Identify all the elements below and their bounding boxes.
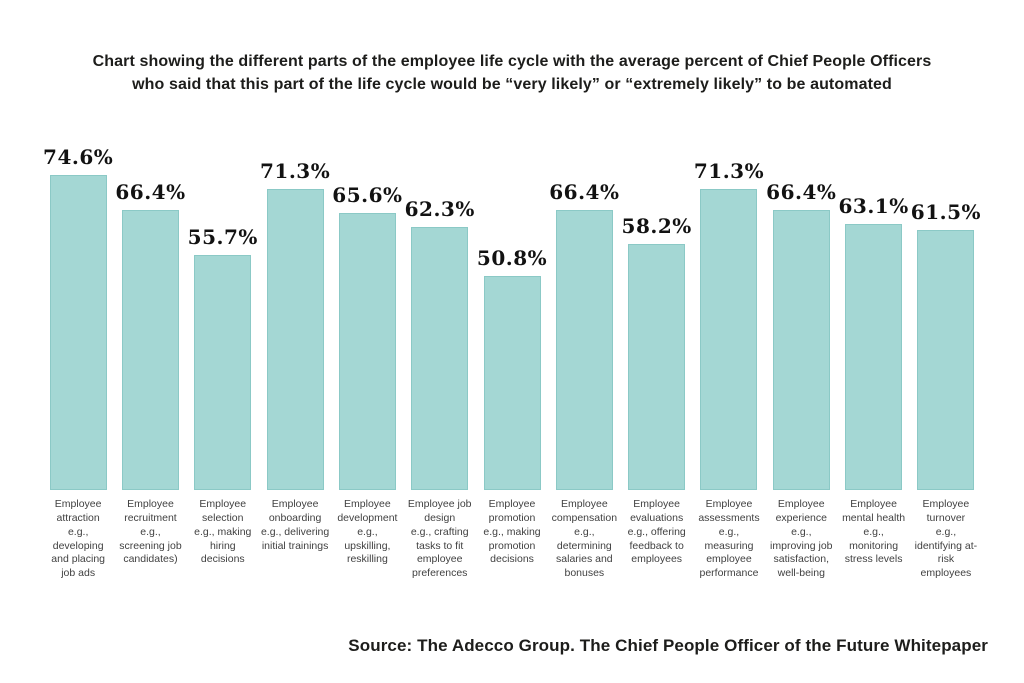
category-name: Employee assessments	[698, 498, 760, 524]
category-label: Employee recruitment e.g., screening job …	[114, 498, 186, 581]
category-example: e.g., determining salaries and bonuses	[556, 525, 613, 580]
bar	[483, 275, 541, 490]
bar-column: 74.6%	[42, 145, 114, 490]
category-label: Employee promotion e.g., making promotion…	[476, 498, 548, 581]
bar-value-label: 66.4%	[766, 179, 837, 204]
bar-value-label: 74.6%	[43, 145, 114, 170]
category-name: Employee evaluations	[630, 498, 684, 524]
bars-row: 74.6% 66.4% 55.7% 71.3% 65.6% 62.3% 50.8% 66.4%…	[42, 0, 982, 490]
category-name: Employee compensation	[551, 498, 618, 524]
category-example: e.g., making promotion decisions	[483, 525, 541, 566]
category-example: e.g., offering feedback to employees	[627, 525, 686, 566]
category-label: Employee assessments e.g., measuring empl…	[693, 498, 765, 581]
bar	[845, 223, 903, 490]
bar-value-label: 71.3%	[693, 159, 765, 184]
bar-value-label: 66.4%	[115, 179, 186, 204]
category-label: Employee development e.g., upskilling, re…	[331, 498, 403, 581]
category-example: e.g., identifying at-risk employees	[914, 525, 978, 580]
category-label: Employee selection e.g., making hiring de…	[187, 498, 259, 581]
bar-column: 71.3%	[693, 159, 765, 490]
category-name: Employee development	[337, 498, 398, 524]
bar-column: 62.3%	[404, 197, 476, 490]
category-example: e.g., improving job satisfaction, well-b…	[770, 525, 833, 580]
category-name: Employee experience	[775, 498, 827, 524]
category-name: Employee job design	[407, 498, 472, 524]
category-example: e.g., screening job candidates)	[119, 525, 182, 566]
category-label: Employee compensation e.g., determining s…	[548, 498, 620, 581]
bar-value-label: 58.2%	[621, 214, 692, 239]
category-label: Employee mental health e.g., monitoring s…	[837, 498, 909, 581]
bar-column: 55.7%	[187, 225, 259, 490]
category-label: Employee turnover e.g., identifying at-ri…	[910, 498, 982, 581]
category-name: Employee promotion	[488, 498, 536, 524]
chart-title-line2: who said that this part of the life cycl…	[132, 76, 892, 94]
bar	[917, 230, 975, 490]
category-example: e.g., delivering initial trainings	[260, 525, 330, 552]
category-example: e.g., developing and placing job ads	[51, 525, 106, 580]
category-label: Employee attraction e.g., developing and …	[42, 498, 114, 581]
bar	[411, 227, 469, 490]
bar-value-label: 55.7%	[187, 224, 258, 249]
bar-value-label: 61.5%	[910, 200, 982, 225]
bar	[700, 189, 758, 490]
bar	[49, 175, 107, 490]
bar-column: 66.4%	[114, 180, 186, 490]
category-name: Employee recruitment	[124, 498, 177, 524]
category-name: Employee turnover	[922, 498, 970, 524]
bar	[121, 209, 179, 490]
category-name: Employee selection	[199, 498, 247, 524]
bar-column: 58.2%	[621, 214, 693, 490]
category-name: Employee onboarding	[268, 498, 322, 524]
bar-column: 66.4%	[765, 180, 837, 490]
bar-column: 66.4%	[548, 180, 620, 490]
bar	[772, 209, 830, 490]
bar	[555, 209, 613, 490]
category-label: Employee experience e.g., improving job s…	[765, 498, 837, 581]
category-name: Employee attraction	[54, 498, 102, 524]
category-example: e.g., measuring employee performance	[699, 525, 759, 580]
category-example: e.g., monitoring stress levels	[844, 525, 903, 566]
category-label: Employee evaluations e.g., offering feedb…	[621, 498, 693, 581]
bar-value-label: 65.6%	[332, 183, 403, 208]
source-attribution: Source: The Adecco Group. The Chief Peop…	[348, 636, 988, 655]
category-name: Employee mental health	[842, 498, 906, 524]
bar	[628, 244, 686, 490]
labels-row: Employee attraction e.g., developing and …	[42, 498, 982, 581]
chart-title: Chart showing the different parts of the…	[0, 50, 1024, 96]
category-example: e.g., upskilling, reskilling	[344, 525, 391, 566]
bar-column: 65.6%	[331, 183, 403, 490]
bar	[338, 213, 396, 490]
bar-value-label: 62.3%	[404, 197, 475, 222]
bar	[194, 254, 252, 490]
category-label: Employee job design e.g., crafting tasks …	[404, 498, 476, 581]
category-example: e.g., crafting tasks to fit employee pre…	[410, 525, 469, 580]
bar-column: 63.1%	[837, 194, 909, 490]
bar-column: 61.5%	[910, 200, 982, 490]
bar-value-label: 50.8%	[476, 245, 548, 270]
bar-value-label: 63.1%	[838, 193, 909, 218]
bar-value-label: 66.4%	[549, 179, 620, 204]
bar-column: 71.3%	[259, 159, 331, 490]
chart-title-line1: Chart showing the different parts of the…	[92, 53, 932, 70]
bar	[266, 189, 324, 490]
category-example: e.g., making hiring decisions	[194, 525, 252, 566]
category-label: Employee onboarding e.g., delivering init…	[259, 498, 331, 581]
bar-column: 50.8%	[476, 246, 548, 490]
bar-value-label: 71.3%	[259, 159, 331, 184]
